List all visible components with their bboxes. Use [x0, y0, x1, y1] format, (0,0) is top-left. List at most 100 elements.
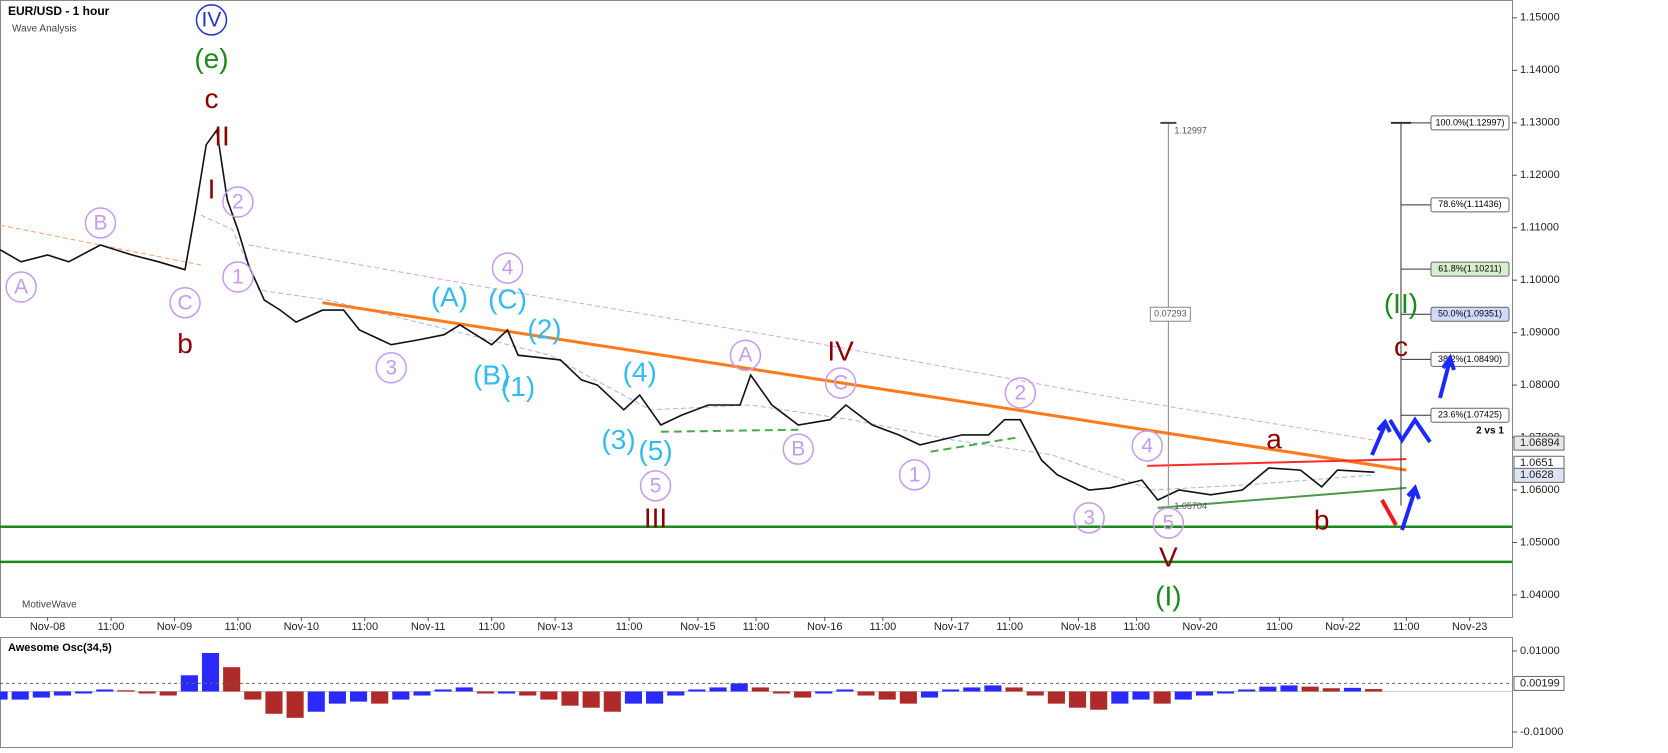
wave-label: 3: [1083, 506, 1095, 529]
osc-bar: [455, 687, 473, 692]
arrow: [1438, 359, 1452, 399]
osc-bar: [159, 691, 177, 696]
wave-label: b: [1314, 504, 1330, 535]
wave-label: I: [208, 173, 216, 204]
osc-bar: [1259, 686, 1277, 692]
osc-bar: [519, 691, 537, 696]
wave-label: b: [177, 328, 193, 359]
arrow-head: [1441, 353, 1456, 371]
y-tick-label: 1.04000: [1520, 589, 1560, 601]
osc-tick-label: -0.01000: [1520, 726, 1563, 738]
y-tick-label: 1.14000: [1520, 64, 1560, 76]
price-panel: [0, 0, 1513, 618]
wave-circle: [639, 470, 672, 502]
osc-current-label: 0.00199: [1520, 677, 1560, 689]
y-tick-label: 1.05000: [1520, 536, 1560, 548]
osc-bar: [1322, 688, 1340, 692]
wave-circle: [222, 186, 254, 218]
x-tick-label: 11:00: [996, 621, 1023, 633]
osc-bar: [413, 691, 431, 696]
x-tick-label: Nov-15: [680, 621, 715, 633]
wave-label: (1): [501, 371, 535, 402]
osc-bar: [392, 691, 410, 700]
osc-bar: [730, 683, 748, 692]
arrow-head: [1406, 484, 1421, 500]
osc-bar: [751, 687, 769, 692]
osc-bar: [772, 691, 791, 694]
wave-label: A: [738, 344, 752, 367]
wave-label: III: [644, 502, 667, 533]
wave-label: c: [204, 83, 218, 114]
x-tick-label: 11:00: [743, 621, 770, 633]
wave-circle: [491, 252, 524, 284]
wave-label: II: [214, 120, 230, 151]
osc-bar: [709, 687, 727, 692]
wave-label: 5: [1163, 512, 1175, 535]
x-tick-label: 11:00: [870, 621, 897, 633]
price-box: [1513, 435, 1565, 451]
fib-note: 2 vs 1: [1476, 426, 1504, 437]
wave-label: 1: [232, 266, 244, 289]
osc-bar: [0, 691, 8, 700]
wave-label: 4: [502, 257, 514, 280]
fib-label-box: [1430, 407, 1510, 423]
x-tick-label: Nov-18: [1061, 621, 1096, 633]
x-tick-label: 11:00: [1123, 621, 1150, 633]
osc-bar: [984, 685, 1002, 692]
wave-label: (II): [1384, 288, 1418, 319]
price-line: [0, 128, 1375, 501]
arrow: [1400, 489, 1417, 531]
osc-current-box: [1513, 675, 1565, 691]
osc-bar: [1047, 691, 1065, 704]
fib-label-box: [1430, 115, 1510, 131]
wave-circle: [84, 207, 117, 239]
osc-bar: [561, 691, 579, 706]
wave-circle: [5, 271, 37, 303]
osc-bar: [836, 689, 854, 692]
osc-bar: [1005, 687, 1023, 692]
wave-label: 2: [1014, 382, 1026, 405]
osc-bar: [96, 689, 114, 692]
moving-average: [248, 244, 1375, 441]
osc-bar: [1153, 691, 1171, 704]
wave-arrows: [1370, 353, 1456, 531]
x-tick-label: Nov-20: [1182, 621, 1217, 633]
chart-title: EUR/USD - 1 hour: [8, 4, 110, 18]
osc-bar: [624, 691, 643, 704]
y-tick-label: 1.08000: [1520, 379, 1560, 391]
measure-box: [1149, 306, 1191, 322]
osc-bar: [244, 691, 262, 700]
osc-bar: [899, 691, 917, 704]
wave-circle: [898, 459, 931, 491]
osc-bar: [1365, 689, 1383, 692]
osc-bar: [223, 667, 241, 692]
measure-diff-label: 0.07293: [1154, 309, 1187, 319]
y-tick-label: 1.06000: [1520, 484, 1560, 496]
arrow-head: [1376, 418, 1392, 433]
osc-bar: [1132, 691, 1150, 700]
wave-label: 2: [232, 191, 244, 214]
trendline: [1147, 458, 1407, 467]
osc-bar: [328, 691, 346, 704]
osc-bar: [920, 691, 939, 698]
arrow: [1370, 424, 1387, 456]
y-tick-label: 1.09000: [1520, 327, 1560, 339]
fib-label-box: [1430, 306, 1510, 322]
osc-bar: [32, 691, 50, 698]
wave-label: C: [177, 291, 192, 314]
wave-circle: [169, 286, 201, 319]
wave-circle: [222, 261, 254, 293]
measure-bottom-label: 1.05704: [1174, 501, 1207, 511]
fib-label: 50.0%(1.09351): [1438, 309, 1502, 319]
osc-bar: [878, 691, 896, 700]
fib-label: 61.8%(1.10211): [1438, 263, 1501, 273]
watermark: MotiveWave: [22, 600, 77, 611]
trendline: [322, 301, 1407, 472]
fib-label: 23.6%(1.07425): [1438, 410, 1502, 420]
osc-bar: [75, 691, 93, 694]
osc-bar: [582, 691, 600, 708]
wave-label: (C): [488, 283, 527, 314]
osc-bar: [1301, 686, 1319, 692]
osc-bar: [349, 691, 368, 702]
osc-bar: [1026, 691, 1044, 696]
